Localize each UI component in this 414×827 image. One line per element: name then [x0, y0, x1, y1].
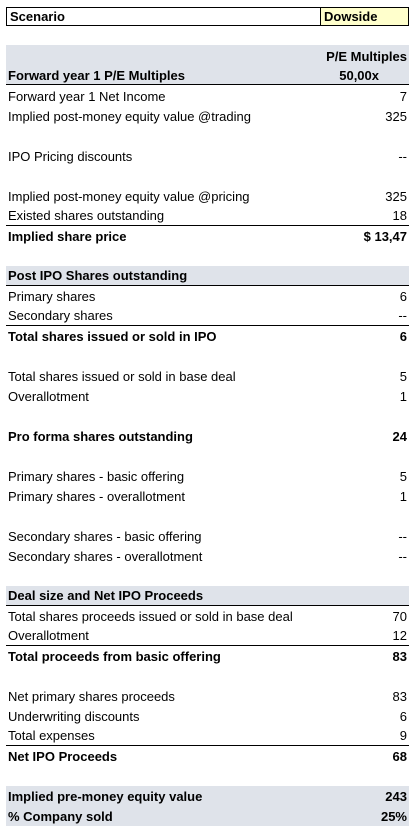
row-value: --: [398, 528, 407, 544]
table-row: Primary shares - basic offering 5: [6, 466, 409, 486]
row-label: Total shares proceeds issued or sold in …: [8, 608, 293, 624]
table-row: Secondary shares --: [6, 306, 409, 326]
table-row-total: Total shares issued or sold in IPO 6: [6, 326, 409, 346]
row-label: Total shares issued or sold in base deal: [8, 368, 236, 384]
table-row: Existed shares outstanding 18: [6, 206, 409, 226]
table-row: Implied post-money equity value @pricing…: [6, 186, 409, 206]
row-label: Underwriting discounts: [8, 708, 140, 724]
row-value: 6: [399, 708, 407, 724]
row-label: Implied pre-money equity value: [8, 788, 203, 804]
row-value: 18: [392, 208, 407, 223]
table-row-total: Total proceeds from basic offering 83: [6, 646, 409, 666]
table-row-total: Net IPO Proceeds 68: [6, 746, 409, 766]
table-row: Secondary shares - basic offering --: [6, 526, 409, 546]
table-row: Underwriting discounts 6: [6, 706, 409, 726]
scenario-row: Scenario Dowside: [6, 7, 409, 26]
row-value: --: [398, 308, 407, 323]
row-value: 83: [392, 688, 407, 704]
row-label: Net IPO Proceeds: [8, 748, 118, 764]
row-value: 70: [392, 608, 407, 624]
row-label: Secondary shares - overallotment: [8, 548, 203, 564]
table-row: Overallotment 1: [6, 386, 409, 406]
scenario-value-cell[interactable]: Dowside: [320, 8, 408, 25]
row-value: 5: [399, 468, 407, 484]
row-label: Implied share price: [8, 228, 127, 244]
row-label: Total proceeds from basic offering: [8, 648, 221, 664]
row-value: 25%: [380, 808, 407, 824]
row-value: 9: [399, 728, 407, 743]
row-value: --: [398, 548, 407, 564]
row-value: 24: [392, 428, 407, 444]
table-row: Overallotment 12: [6, 626, 409, 646]
row-value: 6: [399, 328, 407, 344]
row-value: 68: [392, 748, 407, 764]
row-label: Secondary shares - basic offering: [8, 528, 202, 544]
row-label: Primary shares - overallotment: [8, 488, 185, 504]
row-label: Implied post-money equity value @trading: [8, 108, 251, 124]
row-value: 325: [385, 108, 407, 124]
column-title: P/E Multiples: [326, 49, 407, 64]
section-label: Post IPO Shares outstanding: [8, 268, 188, 283]
row-label: Overallotment: [8, 388, 89, 404]
deal-section-header: Deal size and Net IPO Proceeds: [6, 586, 409, 606]
table-row: Total shares issued or sold in base deal…: [6, 366, 409, 386]
row-value: 1: [399, 388, 407, 404]
row-value: 325: [385, 188, 407, 204]
section-label: Deal size and Net IPO Proceeds: [8, 588, 204, 603]
row-value: 243: [385, 788, 407, 804]
row-label: Net primary shares proceeds: [8, 688, 175, 704]
table-row: Total shares proceeds issued or sold in …: [6, 606, 409, 626]
table-row: Secondary shares - overallotment --: [6, 546, 409, 566]
row-value: 1: [399, 488, 407, 504]
summary-row: Implied pre-money equity value 243: [6, 786, 409, 806]
row-label: Pro forma shares outstanding: [8, 428, 193, 444]
pe-section-header: P/E Multiples Forward year 1 P/E Multipl…: [6, 45, 409, 85]
row-label: Primary shares - basic offering: [8, 468, 185, 484]
row-label: Existed shares outstanding: [8, 208, 165, 223]
table-row: Implied post-money equity value @trading…: [6, 106, 409, 126]
table-row: Net primary shares proceeds 83: [6, 686, 409, 706]
table-row: IPO Pricing discounts --: [6, 146, 409, 166]
row-label: Total expenses: [8, 728, 95, 743]
row-label: IPO Pricing discounts: [8, 148, 133, 164]
summary-row: % Company sold 25%: [6, 806, 409, 826]
pe-multiple-value: 50,00x: [339, 68, 379, 83]
pe-section-label: Forward year 1 P/E Multiples: [8, 68, 185, 83]
table-row: Primary shares 6: [6, 286, 409, 306]
row-label: Primary shares: [8, 288, 96, 304]
shares-section-header: Post IPO Shares outstanding: [6, 266, 409, 286]
row-value: 6: [399, 288, 407, 304]
table-row: Forward year 1 Net Income 7: [6, 86, 409, 106]
table-row-total: Implied share price $ 13,47: [6, 226, 409, 246]
table-row-total: Pro forma shares outstanding 24: [6, 426, 409, 446]
row-value: --: [398, 148, 407, 164]
table-row: Total expenses 9: [6, 726, 409, 746]
row-label: Total shares issued or sold in IPO: [8, 328, 217, 344]
row-label: Forward year 1 Net Income: [8, 88, 166, 104]
row-label: % Company sold: [8, 808, 113, 824]
row-value: 83: [392, 648, 407, 664]
row-label: Implied post-money equity value @pricing: [8, 188, 250, 204]
table-row: Primary shares - overallotment 1: [6, 486, 409, 506]
row-label: Secondary shares: [8, 308, 113, 323]
row-value: $ 13,47: [363, 228, 407, 244]
row-value: 7: [399, 88, 407, 104]
row-value: 12: [392, 628, 407, 643]
row-label: Overallotment: [8, 628, 89, 643]
row-value: 5: [399, 368, 407, 384]
scenario-label: Scenario: [10, 9, 65, 24]
